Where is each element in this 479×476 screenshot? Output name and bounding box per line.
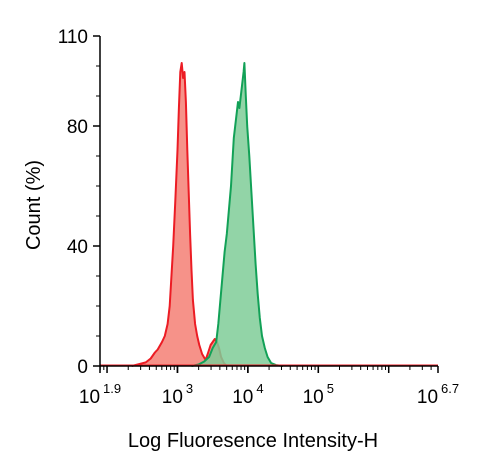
y-tick-label: 40 — [67, 237, 88, 258]
series-2-line — [191, 62, 284, 367]
y-tick-label: 110 — [58, 27, 88, 48]
x-tick-label: 10 1.9 — [79, 381, 121, 408]
series-1-line — [131, 62, 228, 367]
x-tick-label: 10 4 — [232, 381, 263, 408]
y-tick-label: 0 — [77, 357, 88, 378]
axes-layer: 0 40 80 110 10 1.9 10 3 10 4 10 5 10 6.7 — [58, 27, 459, 408]
series-layer — [100, 62, 438, 367]
series-2-area — [191, 63, 284, 366]
y-axis-title: Count (%) — [23, 160, 45, 250]
x-tick-label: 10 5 — [303, 381, 334, 408]
x-tick-label: 10 6.7 — [417, 381, 459, 408]
series-1-area — [131, 63, 227, 366]
x-tick-label: 10 3 — [162, 381, 193, 408]
x-axis-title: Log Fluoresence Intensity-H — [128, 430, 378, 452]
y-tick-label: 80 — [67, 117, 88, 138]
